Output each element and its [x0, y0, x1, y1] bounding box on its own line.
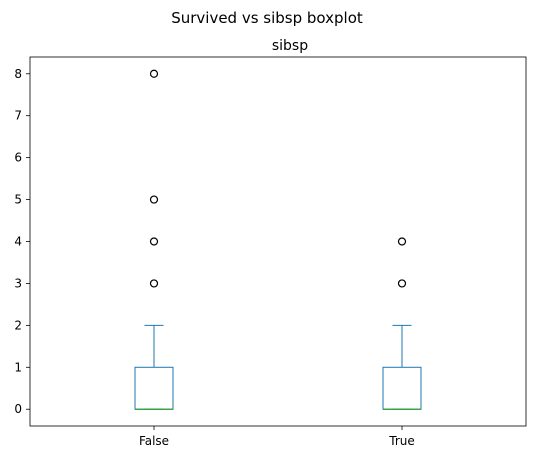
flier-point — [149, 195, 159, 204]
flier-point — [149, 279, 159, 288]
y-tick-label: 3 — [14, 276, 22, 290]
x-tick-label: True — [388, 434, 415, 448]
y-tick-label: 7 — [14, 109, 22, 123]
y-tick-label: 0 — [14, 402, 22, 416]
flier-point — [149, 69, 159, 78]
flier-point — [397, 237, 407, 246]
y-tick-label: 8 — [14, 67, 22, 81]
figure-title: Survived vs sibsp boxplot — [171, 9, 363, 27]
plot-area: 0 1 2 3 4 5 6 7 8 False True — [14, 67, 422, 448]
flier-point — [397, 279, 407, 288]
x-tick-label: False — [139, 434, 169, 448]
axes-title: sibsp — [272, 38, 308, 54]
y-tick-label: 2 — [14, 318, 22, 332]
y-tick-label: 5 — [14, 193, 22, 207]
y-tick-label: 1 — [14, 360, 22, 374]
axes-frame — [29, 56, 527, 427]
box-true — [382, 366, 422, 410]
box-false — [134, 366, 174, 410]
y-tick-label: 6 — [14, 151, 22, 165]
y-tick-label: 4 — [14, 235, 22, 249]
flier-point — [149, 237, 159, 246]
